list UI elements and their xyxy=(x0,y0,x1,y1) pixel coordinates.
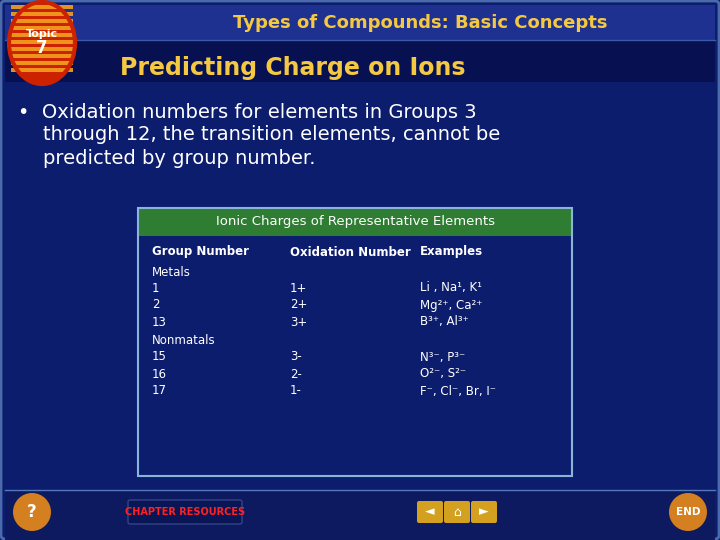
Text: 13: 13 xyxy=(152,315,167,328)
Bar xyxy=(138,208,572,236)
Bar xyxy=(138,208,572,476)
FancyBboxPatch shape xyxy=(444,501,470,523)
Bar xyxy=(5,5,715,40)
Ellipse shape xyxy=(9,2,75,84)
Text: Topic: Topic xyxy=(26,29,58,39)
Text: 17: 17 xyxy=(152,384,167,397)
Text: 3+: 3+ xyxy=(290,315,307,328)
Text: Oxidation Number: Oxidation Number xyxy=(290,246,410,259)
Text: 3-: 3- xyxy=(290,350,302,363)
Text: •  Oxidation numbers for elements in Groups 3: • Oxidation numbers for elements in Grou… xyxy=(18,103,477,122)
Ellipse shape xyxy=(669,493,707,531)
Text: through 12, the transition elements, cannot be: through 12, the transition elements, can… xyxy=(18,125,500,145)
Text: ◄: ◄ xyxy=(426,505,435,518)
Text: ⌂: ⌂ xyxy=(453,505,461,518)
Text: Types of Compounds: Basic Concepts: Types of Compounds: Basic Concepts xyxy=(233,14,607,32)
Bar xyxy=(5,40,715,82)
Bar xyxy=(138,236,572,476)
Bar xyxy=(11,54,73,58)
Text: 1+: 1+ xyxy=(290,281,307,294)
Bar xyxy=(11,68,73,72)
Text: 7: 7 xyxy=(36,39,48,57)
Text: 2-: 2- xyxy=(290,368,302,381)
Bar xyxy=(11,33,73,37)
Text: 15: 15 xyxy=(152,350,167,363)
Text: Li , Na¹, K¹: Li , Na¹, K¹ xyxy=(420,281,482,294)
Text: predicted by group number.: predicted by group number. xyxy=(18,148,315,167)
Text: N³⁻, P³⁻: N³⁻, P³⁻ xyxy=(420,350,465,363)
Bar xyxy=(11,47,73,51)
Text: 1: 1 xyxy=(152,281,160,294)
Text: 2: 2 xyxy=(152,299,160,312)
Text: 16: 16 xyxy=(152,368,167,381)
Text: Metals: Metals xyxy=(152,266,191,279)
Bar xyxy=(5,490,715,540)
FancyBboxPatch shape xyxy=(417,501,443,523)
Text: Mg²⁺, Ca²⁺: Mg²⁺, Ca²⁺ xyxy=(420,299,482,312)
Text: END: END xyxy=(676,507,701,517)
Text: ?: ? xyxy=(27,503,37,521)
Text: ►: ► xyxy=(480,505,489,518)
Text: B³⁺, Al³⁺: B³⁺, Al³⁺ xyxy=(420,315,469,328)
Text: Group Number: Group Number xyxy=(152,246,249,259)
Bar xyxy=(11,26,73,30)
Bar xyxy=(11,40,73,44)
Bar xyxy=(11,12,73,16)
Text: 1-: 1- xyxy=(290,384,302,397)
Text: CHAPTER RESOURCES: CHAPTER RESOURCES xyxy=(125,507,245,517)
Bar xyxy=(11,61,73,65)
Text: 2+: 2+ xyxy=(290,299,307,312)
Bar xyxy=(11,5,73,9)
Ellipse shape xyxy=(13,493,51,531)
FancyBboxPatch shape xyxy=(128,500,242,524)
Text: Nonmatals: Nonmatals xyxy=(152,334,215,347)
Text: O²⁻, S²⁻: O²⁻, S²⁻ xyxy=(420,368,466,381)
Text: F⁻, Cl⁻, Br, I⁻: F⁻, Cl⁻, Br, I⁻ xyxy=(420,384,496,397)
Text: Ionic Charges of Representative Elements: Ionic Charges of Representative Elements xyxy=(215,215,495,228)
FancyBboxPatch shape xyxy=(471,501,497,523)
Text: Predicting Charge on Ions: Predicting Charge on Ions xyxy=(120,56,466,80)
Bar xyxy=(11,19,73,23)
Text: Examples: Examples xyxy=(420,246,483,259)
